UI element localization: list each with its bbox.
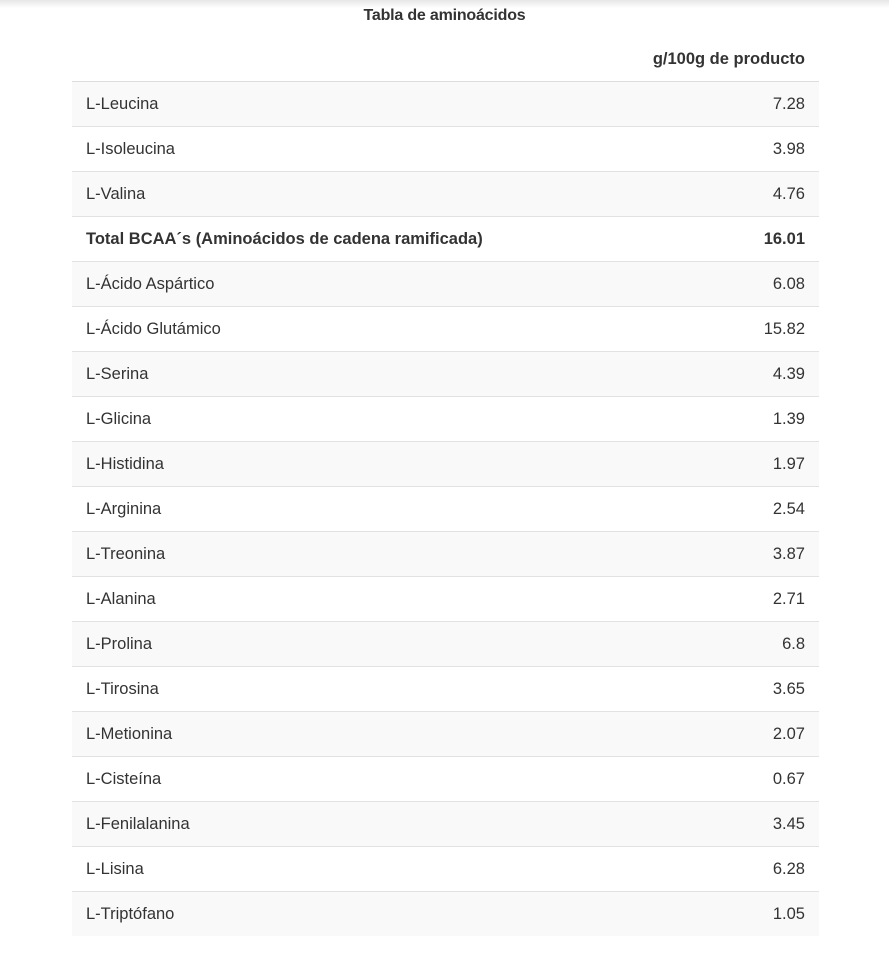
amino-acid-value: 6.8 — [596, 621, 819, 667]
table-row: L-Lisina 6.28 — [72, 846, 819, 892]
amino-acid-name: L-Treonina — [72, 531, 597, 577]
table-row: L-Cisteína 0.67 — [72, 756, 819, 802]
amino-acid-value: 1.39 — [596, 396, 819, 442]
amino-acid-value: 3.65 — [596, 666, 819, 712]
table-row: L-Treonina 3.87 — [72, 531, 819, 577]
amino-acid-name: L-Triptófano — [72, 891, 597, 936]
amino-acid-value: 2.54 — [596, 486, 819, 532]
amino-acid-name: L-Lisina — [72, 846, 597, 892]
table-row: L-Histidina 1.97 — [72, 441, 819, 487]
name-column-header — [72, 37, 597, 82]
amino-acid-value: 1.05 — [596, 891, 819, 936]
amino-acid-table: g/100g de producto L-Leucina 7.28 L-Isoleu… — [72, 37, 819, 936]
amino-acid-name: L-Isoleucina — [72, 126, 597, 172]
table-row: L-Valina 4.76 — [72, 171, 819, 217]
amino-acid-name: L-Metionina — [72, 711, 597, 757]
amino-acid-value: 4.39 — [596, 351, 819, 397]
amino-acid-value: 0.67 — [596, 756, 819, 802]
table-row: L-Triptófano 1.05 — [72, 891, 819, 936]
amino-acid-name: L-Tirosina — [72, 666, 597, 712]
amino-acid-value: 3.45 — [596, 801, 819, 847]
table-row: L-Fenilalanina 3.45 — [72, 801, 819, 847]
table-row: L-Metionina 2.07 — [72, 711, 819, 757]
amino-acid-value: 3.87 — [596, 531, 819, 577]
amino-acid-name: Total BCAA´s (Aminoácidos de cadena rami… — [72, 216, 597, 262]
amino-acid-value: 16.01 — [596, 216, 819, 262]
table-row-total: Total BCAA´s (Aminoácidos de cadena rami… — [72, 216, 819, 262]
amino-acid-name: L-Ácido Aspártico — [72, 261, 597, 307]
amino-acid-name: L-Cisteína — [72, 756, 597, 802]
table-header-row: g/100g de producto — [72, 37, 819, 82]
amino-acid-name: L-Serina — [72, 351, 597, 397]
table-row: L-Arginina 2.54 — [72, 486, 819, 532]
table-row: L-Leucina 7.28 — [72, 81, 819, 127]
table-row: L-Glicina 1.39 — [72, 396, 819, 442]
amino-acid-value: 6.28 — [596, 846, 819, 892]
amino-acid-value: 2.07 — [596, 711, 819, 757]
amino-acid-value: 3.98 — [596, 126, 819, 172]
amino-acid-name: L-Prolina — [72, 621, 597, 667]
amino-acid-value: 2.71 — [596, 576, 819, 622]
amino-acid-value: 7.28 — [596, 81, 819, 127]
amino-acid-name: L-Histidina — [72, 441, 597, 487]
table-row: L-Serina 4.39 — [72, 351, 819, 397]
table-row: L-Tirosina 3.65 — [72, 666, 819, 712]
amino-acid-name: L-Glicina — [72, 396, 597, 442]
amino-acid-name: L-Fenilalanina — [72, 801, 597, 847]
table-row: L-Prolina 6.8 — [72, 621, 819, 667]
amino-acid-name: L-Valina — [72, 171, 597, 217]
amino-acid-name: L-Arginina — [72, 486, 597, 532]
table-row: L-Alanina 2.71 — [72, 576, 819, 622]
table-title: Tabla de aminoácidos — [363, 7, 526, 24]
value-column-header: g/100g de producto — [596, 37, 819, 82]
amino-acid-name: L-Alanina — [72, 576, 597, 622]
amino-acid-name: L-Ácido Glutámico — [72, 306, 597, 352]
amino-acid-value: 6.08 — [596, 261, 819, 307]
amino-acid-value: 1.97 — [596, 441, 819, 487]
amino-acid-value: 4.76 — [596, 171, 819, 217]
amino-acid-name: L-Leucina — [72, 81, 597, 127]
table-row: L-Ácido Glutámico 15.82 — [72, 306, 819, 352]
table-row: L-Ácido Aspártico 6.08 — [72, 261, 819, 307]
table-row: L-Isoleucina 3.98 — [72, 126, 819, 172]
top-shadow — [0, 0, 889, 8]
amino-acid-value: 15.82 — [596, 306, 819, 352]
